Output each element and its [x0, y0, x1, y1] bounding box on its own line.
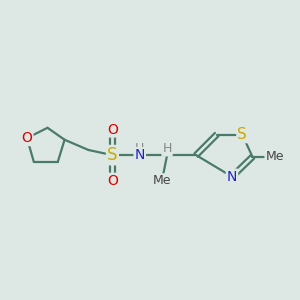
Text: O: O — [107, 122, 118, 136]
Text: O: O — [107, 174, 118, 188]
Text: N: N — [227, 169, 237, 184]
Text: H: H — [135, 142, 144, 155]
Text: Me: Me — [153, 174, 171, 187]
Text: S: S — [237, 127, 247, 142]
Text: Me: Me — [266, 150, 284, 163]
Text: S: S — [107, 146, 118, 164]
Text: H: H — [162, 142, 172, 155]
Text: O: O — [22, 131, 32, 145]
Text: N: N — [135, 148, 145, 162]
